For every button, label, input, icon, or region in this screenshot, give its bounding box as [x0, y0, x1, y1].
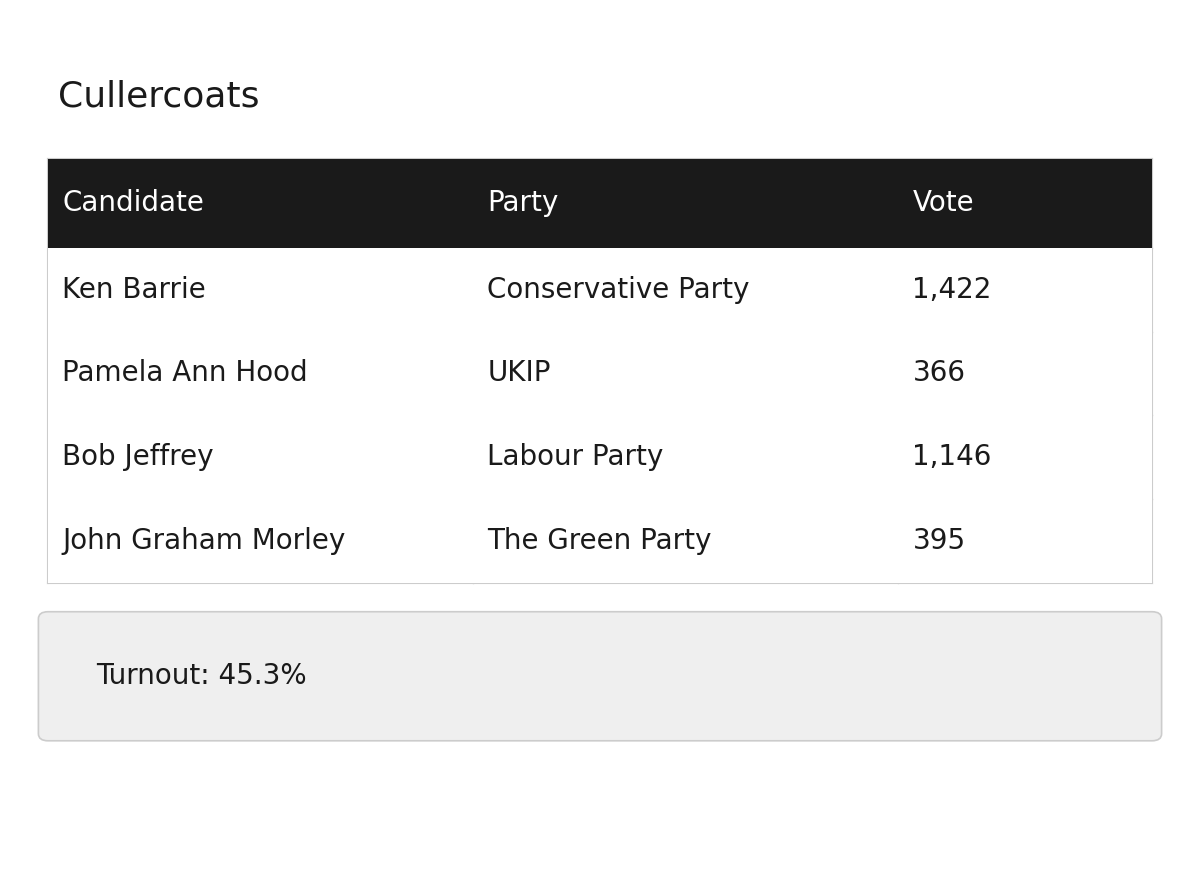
Text: Ken Barrie: Ken Barrie	[62, 276, 206, 303]
Text: 1,146: 1,146	[912, 444, 992, 471]
Text: John Graham Morley: John Graham Morley	[62, 528, 346, 555]
Text: Labour Party: Labour Party	[487, 444, 664, 471]
Text: 1,422: 1,422	[912, 276, 992, 303]
Text: Conservative Party: Conservative Party	[487, 276, 750, 303]
Text: Turnout: 45.3%: Turnout: 45.3%	[96, 662, 307, 690]
Text: 366: 366	[912, 360, 966, 387]
Text: Bob Jeffrey: Bob Jeffrey	[62, 444, 214, 471]
Text: Cullercoats: Cullercoats	[58, 80, 259, 113]
Text: Candidate: Candidate	[62, 189, 204, 217]
Text: Party: Party	[487, 189, 559, 217]
Text: 395: 395	[912, 528, 966, 555]
Text: Vote: Vote	[912, 189, 974, 217]
Text: UKIP: UKIP	[487, 360, 551, 387]
Text: Pamela Ann Hood: Pamela Ann Hood	[62, 360, 308, 387]
Text: The Green Party: The Green Party	[487, 528, 712, 555]
